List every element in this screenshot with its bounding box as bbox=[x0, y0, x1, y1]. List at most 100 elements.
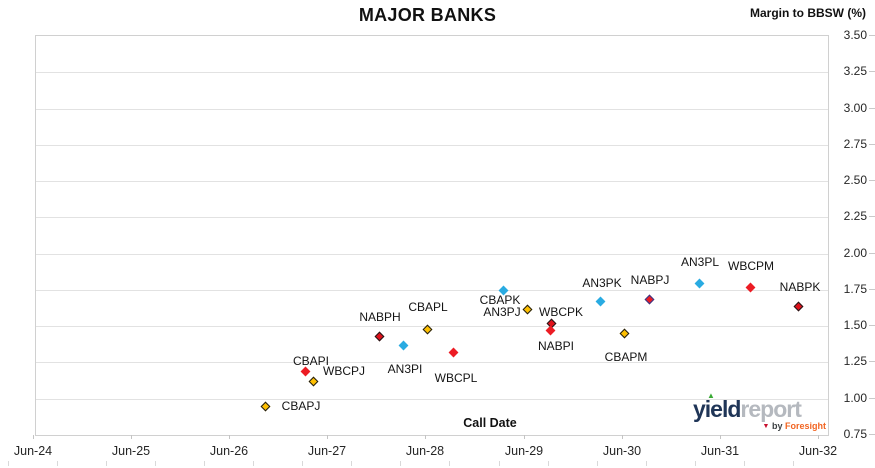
x-axis-minor-tick bbox=[793, 461, 794, 466]
x-axis-tick bbox=[229, 435, 230, 439]
data-label-NABPK: NABPK bbox=[779, 280, 821, 294]
gridline-2.00 bbox=[36, 254, 828, 255]
x-axis-minor-tick bbox=[499, 461, 500, 466]
x-axis-tick bbox=[622, 435, 623, 439]
x-axis-minor-tick bbox=[253, 461, 254, 466]
logo-yield-text: yield bbox=[693, 396, 741, 422]
x-tick-label-Jun-29: Jun-29 bbox=[504, 444, 544, 458]
x-axis-minor-tick bbox=[449, 461, 450, 466]
y-axis-tick bbox=[869, 325, 875, 326]
y-tick-label-3.00: 3.00 bbox=[843, 101, 867, 115]
x-axis-minor-tick bbox=[204, 461, 205, 466]
data-label-AN3PI: AN3PI bbox=[387, 362, 423, 376]
data-label-NABPI: NABPI bbox=[537, 339, 575, 353]
x-axis-title: Call Date bbox=[463, 416, 517, 430]
y-tick-label-1.00: 1.00 bbox=[843, 391, 867, 405]
y-tick-label-1.25: 1.25 bbox=[843, 354, 867, 368]
data-label-NABPJ: NABPJ bbox=[630, 273, 670, 287]
x-axis-minor-tick bbox=[302, 461, 303, 466]
gridline-1.25 bbox=[36, 362, 828, 363]
y-tick-label-2.00: 2.00 bbox=[843, 246, 867, 260]
y-tick-label-3.25: 3.25 bbox=[843, 64, 867, 78]
y-axis-tick bbox=[869, 361, 875, 362]
x-tick-label-Jun-30: Jun-30 bbox=[602, 444, 642, 458]
x-axis-tick bbox=[425, 435, 426, 439]
logo-by-text: by bbox=[771, 421, 783, 431]
data-label-CBAPL: CBAPL bbox=[408, 300, 448, 314]
x-tick-label-Jun-25: Jun-25 bbox=[111, 444, 151, 458]
data-label-WBCPJ: WBCPJ bbox=[323, 364, 365, 378]
x-axis-minor-tick bbox=[155, 461, 156, 466]
y-tick-label-2.75: 2.75 bbox=[843, 137, 867, 151]
gridline-3.25 bbox=[36, 72, 828, 73]
gridline-1.50 bbox=[36, 326, 828, 327]
plot-area bbox=[35, 35, 829, 436]
y-axis-tick bbox=[869, 434, 875, 435]
x-axis-tick bbox=[818, 435, 819, 439]
data-label-CBAPM: CBAPM bbox=[604, 350, 648, 364]
data-label-WBCPK: WBCPK bbox=[538, 305, 584, 319]
y-axis-tick bbox=[869, 216, 875, 217]
x-tick-label-Jun-26: Jun-26 bbox=[209, 444, 249, 458]
y-tick-label-3.50: 3.50 bbox=[843, 28, 867, 42]
gridline-3.00 bbox=[36, 109, 828, 110]
gridline-2.25 bbox=[36, 217, 828, 218]
x-axis-minor-tick bbox=[106, 461, 107, 466]
y-axis-tick bbox=[869, 144, 875, 145]
x-axis-minor-tick bbox=[8, 461, 9, 466]
gridline-2.75 bbox=[36, 145, 828, 146]
x-axis-minor-tick bbox=[548, 461, 549, 466]
x-axis-minor-tick bbox=[695, 461, 696, 466]
data-label-AN3PL: AN3PL bbox=[680, 255, 720, 269]
y-axis-tick bbox=[869, 35, 875, 36]
x-axis-tick bbox=[131, 435, 132, 439]
y-tick-label-2.25: 2.25 bbox=[843, 209, 867, 223]
logo-report-text: report bbox=[740, 396, 801, 422]
logo-foresight-text: Foresight bbox=[784, 421, 826, 431]
data-label-AN3PJ: AN3PJ bbox=[483, 305, 521, 319]
x-axis-minor-tick bbox=[351, 461, 352, 466]
data-label-WBCPL: WBCPL bbox=[434, 371, 478, 385]
y-axis-title: Margin to BBSW (%) bbox=[750, 6, 866, 20]
x-axis-minor-tick bbox=[400, 461, 401, 466]
x-axis-tick bbox=[720, 435, 721, 439]
x-axis-tick bbox=[327, 435, 328, 439]
data-label-NABPH: NABPH bbox=[359, 310, 401, 324]
y-axis-tick bbox=[869, 253, 875, 254]
y-axis-tick bbox=[869, 108, 875, 109]
x-axis-minor-tick bbox=[646, 461, 647, 466]
y-tick-label-1.75: 1.75 bbox=[843, 282, 867, 296]
y-tick-label-1.50: 1.50 bbox=[843, 318, 867, 332]
gridline-2.50 bbox=[36, 181, 828, 182]
x-tick-label-Jun-32: Jun-32 bbox=[798, 444, 838, 458]
logo-green-triangle-icon: ▲ bbox=[707, 391, 715, 400]
x-tick-label-Jun-31: Jun-31 bbox=[700, 444, 740, 458]
x-tick-label-Jun-28: Jun-28 bbox=[405, 444, 445, 458]
x-axis-tick bbox=[524, 435, 525, 439]
y-axis-tick bbox=[869, 180, 875, 181]
data-label-AN3PK: AN3PK bbox=[582, 276, 622, 290]
logo-red-triangle-icon: ▼ bbox=[762, 423, 770, 430]
x-axis-minor-tick bbox=[57, 461, 58, 466]
x-tick-label-Jun-24: Jun-24 bbox=[13, 444, 53, 458]
data-label-CBAPI: CBAPI bbox=[292, 354, 330, 368]
y-tick-label-2.50: 2.50 bbox=[843, 173, 867, 187]
y-tick-label-0.75: 0.75 bbox=[843, 427, 867, 441]
gridline-1.75 bbox=[36, 290, 828, 291]
y-axis-tick bbox=[869, 71, 875, 72]
logo-byline: ▼ by Foresight bbox=[763, 421, 827, 431]
gridline-1.00 bbox=[36, 399, 828, 400]
x-axis-minor-tick bbox=[597, 461, 598, 466]
data-label-CBAPJ: CBAPJ bbox=[281, 399, 321, 413]
data-label-CBAPK: CBAPK bbox=[479, 293, 521, 307]
yieldreport-logo: ▲ yieldreport ▼ by Foresight bbox=[693, 392, 833, 432]
data-label-WBCPM: WBCPM bbox=[728, 259, 774, 273]
y-axis-tick bbox=[869, 398, 875, 399]
chart-title: MAJOR BANKS bbox=[358, 5, 497, 25]
y-axis-tick bbox=[869, 289, 875, 290]
x-tick-label-Jun-27: Jun-27 bbox=[307, 444, 347, 458]
logo-wordmark: yieldreport bbox=[693, 396, 802, 422]
x-axis-tick bbox=[33, 435, 34, 439]
x-axis-minor-tick bbox=[744, 461, 745, 466]
